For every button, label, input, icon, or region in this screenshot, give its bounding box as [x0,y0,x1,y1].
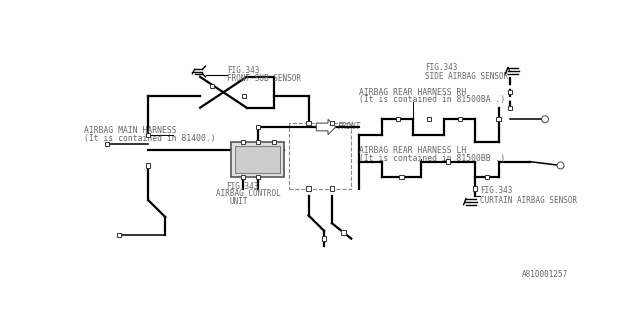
Text: AIRBAG CONTROL: AIRBAG CONTROL [216,189,280,198]
Bar [271,140,276,144]
Text: SIDE AIRBAG SENSOR: SIDE AIRBAG SENSOR [425,72,508,81]
Text: FRONT: FRONT [337,123,360,132]
Text: FIG.343: FIG.343 [480,186,512,195]
Bar [116,233,121,237]
Bar [341,230,346,235]
Bar [497,117,500,121]
Bar [473,187,477,191]
Bar [330,187,334,191]
Bar [210,84,214,88]
Text: FIG.343: FIG.343 [226,182,258,191]
Bar [399,175,404,179]
Bar [446,159,451,164]
Text: AIRBAG MAIN HARNESS: AIRBAG MAIN HARNESS [84,126,177,135]
Text: (It is contained in 81500BB .): (It is contained in 81500BB .) [359,154,505,163]
Bar [396,117,400,121]
Bar [105,142,109,146]
Bar [146,163,150,168]
Bar [235,146,280,173]
Bar [241,140,245,144]
Bar [231,142,284,177]
Circle shape [557,162,564,169]
Text: AIRBAG REAR HARNESS RH: AIRBAG REAR HARNESS RH [359,88,467,97]
Text: CURTAIN AIRBAG SENSOR: CURTAIN AIRBAG SENSOR [480,196,577,204]
Text: UNIT: UNIT [230,197,248,206]
Bar [307,187,311,191]
Text: A810001257: A810001257 [522,270,568,279]
Text: (It is contained in 81400.): (It is contained in 81400.) [84,134,216,143]
Text: AIRBAG REAR HARNESS LH: AIRBAG REAR HARNESS LH [359,146,467,155]
Bar [508,90,512,94]
Bar [242,94,246,98]
Bar [427,117,431,121]
Bar [241,175,245,179]
Text: FRONT SUB SENSOR: FRONT SUB SENSOR [227,74,301,83]
Bar [484,175,489,179]
Bar [146,132,150,137]
Bar [307,121,311,125]
Bar [256,175,260,179]
Bar [322,236,326,241]
Polygon shape [316,119,336,135]
Circle shape [541,116,548,123]
Bar [508,106,512,110]
Text: (It is contained in 81500BA .): (It is contained in 81500BA .) [359,95,505,105]
Bar [458,117,462,121]
Bar [256,140,260,144]
Bar [256,125,260,129]
Text: FIG.343: FIG.343 [227,66,260,75]
Text: FIG.343: FIG.343 [425,63,457,72]
Bar [330,121,334,125]
